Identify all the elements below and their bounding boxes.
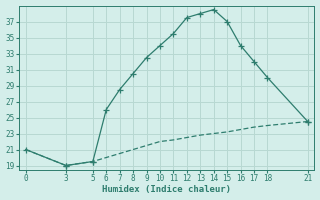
X-axis label: Humidex (Indice chaleur): Humidex (Indice chaleur) xyxy=(102,185,231,194)
